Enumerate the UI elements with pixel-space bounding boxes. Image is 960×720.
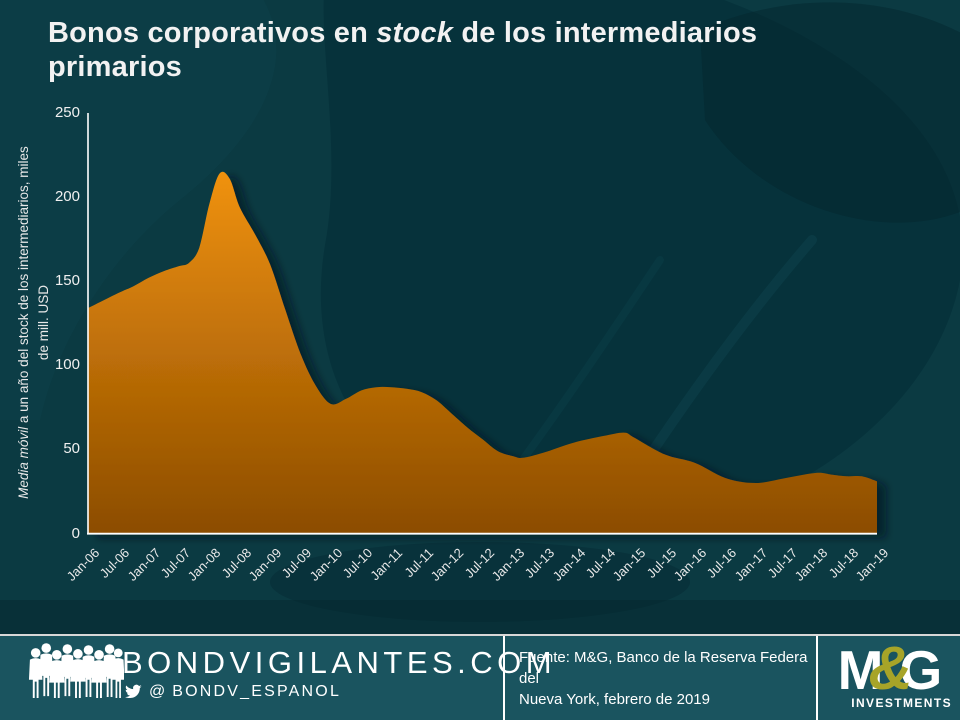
footer: BONDVIGILANTES.COM @ BONDV_ESPANOL Fuent… — [0, 634, 960, 720]
y-tick-label: 50 — [63, 440, 80, 458]
source-line2: Nueva York, febrero de 2019 — [519, 691, 710, 708]
twitter-at: @ — [149, 683, 166, 700]
title-prefix: Bonos corporativos en — [48, 17, 377, 49]
title-suffix: de los intermediarios — [453, 17, 758, 49]
y-tick-label: 200 — [54, 188, 80, 206]
mg-logo-g: G — [899, 638, 943, 701]
area-series — [88, 171, 877, 534]
y-tick-label: 100 — [54, 356, 80, 374]
twitter-handle[interactable]: BONDV_ESPANOL — [172, 683, 342, 700]
brand-block: BONDVIGILANTES.COM @ BONDV_ESPANOL — [122, 645, 556, 701]
y-tick-label: 150 — [54, 272, 80, 290]
footer-brand-section: BONDVIGILANTES.COM @ BONDV_ESPANOL — [0, 636, 552, 720]
twitter-icon — [125, 684, 142, 699]
mg-logo-m: M — [837, 638, 884, 701]
mg-logo-ampersand: & — [868, 634, 913, 702]
y-tick-label: 0 — [71, 524, 80, 542]
title-line2: primarios — [48, 51, 182, 84]
title-italic-word: stock — [376, 17, 454, 49]
chart-title: Bonos corporativos en stock de los inter… — [48, 16, 848, 84]
crowd-icon — [28, 643, 124, 698]
mg-logo: M & G INVESTMENTS — [818, 636, 960, 720]
source-line1: Fuente: M&G, Banco de la Reserva Federa … — [519, 649, 808, 687]
mg-logo-investments: INVESTMENTS — [851, 695, 952, 710]
source-note: Fuente: M&G, Banco de la Reserva Federa … — [505, 636, 818, 720]
site-link[interactable]: BONDVIGILANTES.COM — [122, 645, 557, 680]
y-tick-label: 250 — [54, 104, 80, 121]
